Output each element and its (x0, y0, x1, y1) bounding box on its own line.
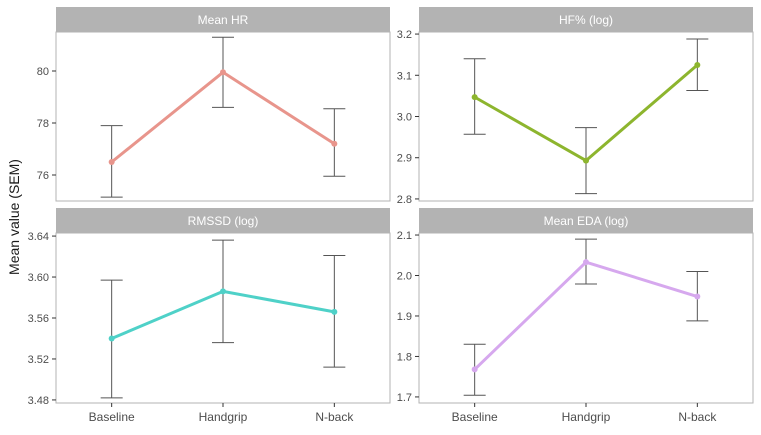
y-tick-label: 3.1 (397, 70, 412, 82)
y-tick-label: 2.0 (397, 271, 412, 283)
y-tick-label: 3.64 (28, 231, 49, 243)
y-tick-label: 2.9 (397, 153, 412, 165)
x-tick-label: Handgrip (199, 410, 248, 424)
facet-strip (419, 7, 753, 32)
data-point (471, 366, 478, 373)
y-tick-label: 76 (37, 170, 49, 182)
data-point (471, 94, 478, 101)
facet-strip (56, 208, 390, 233)
y-tick-label: 3.0 (397, 112, 412, 124)
data-point (694, 293, 701, 300)
data-point (108, 159, 115, 165)
panel-border (55, 31, 391, 202)
facet-strip (419, 208, 753, 233)
x-tick-label: N-back (678, 410, 717, 424)
facet-title: HF% (log) (559, 13, 613, 27)
panel-2: HF% (log) 2.8 2.9 3.0 3.1 3.2 (397, 7, 754, 206)
data-point (220, 288, 226, 295)
x-axis-right: Baseline Handgrip N-back (452, 403, 717, 424)
panel-1: Mean HR 76 78 80 (37, 7, 391, 202)
y-tick-label: 80 (37, 66, 49, 78)
data-point (331, 140, 338, 147)
facet-panels: Mean HR 76 78 80 HF% (log) 2.8 2.9 3.0 3.1 3.2 RMS… (28, 7, 754, 407)
facet-title: Mean HR (198, 13, 249, 27)
y-tick-label: 2.1 (397, 230, 412, 242)
data-point (583, 157, 589, 164)
panel-4: Mean EDA (log) 1.7 1.8 1.9 2.0 2.1 (397, 208, 754, 404)
y-tick-label: 78 (37, 118, 49, 130)
y-tick-label: 3.2 (397, 29, 412, 41)
data-point (694, 61, 701, 68)
data-point (583, 259, 589, 266)
y-tick-label: 3.48 (28, 395, 49, 407)
data-point (108, 335, 115, 342)
y-tick-label: 3.60 (28, 272, 49, 284)
x-axis-left: Baseline Handgrip N-back (89, 403, 354, 424)
y-tick-label: 3.56 (28, 313, 49, 325)
y-tick-label: 3.52 (28, 354, 49, 366)
panel-3: RMSSD (log) 3.48 3.52 3.56 3.60 3.64 (28, 208, 391, 407)
data-point (331, 308, 338, 315)
x-tick-label: Baseline (452, 410, 498, 424)
facet-strip (56, 7, 390, 32)
facet-title: RMSSD (log) (188, 214, 259, 228)
y-tick-label: 1.7 (397, 392, 412, 404)
y-tick-label: 1.9 (397, 311, 412, 323)
y-axis-title: Mean value (SEM) (6, 159, 22, 275)
x-tick-label: N-back (315, 410, 354, 424)
data-point (220, 69, 226, 76)
facet-title: Mean EDA (log) (544, 214, 629, 228)
x-tick-label: Handgrip (562, 410, 611, 424)
x-tick-label: Baseline (89, 410, 135, 424)
y-tick-label: 1.8 (397, 351, 412, 363)
y-tick-label: 2.8 (397, 194, 412, 206)
